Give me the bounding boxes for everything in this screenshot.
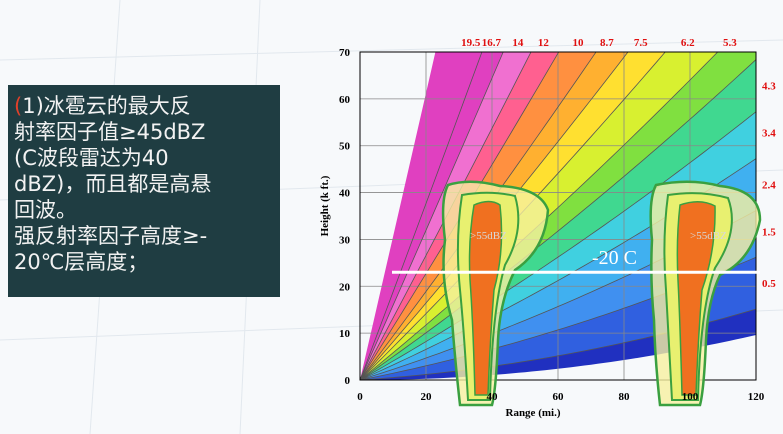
isotherm-label: -20 C bbox=[592, 247, 637, 269]
text-box: (1)冰雹云的最大反 射率因子值≥45dBZ (C波段雷达为40 dBZ)，而且都是高… bbox=[8, 85, 280, 297]
angle-label: 8.7 bbox=[600, 37, 614, 49]
text-line: (1)冰雹云的最大反 bbox=[14, 94, 191, 118]
beam-line bbox=[360, 111, 756, 380]
beam-line bbox=[360, 52, 597, 380]
beam-line bbox=[360, 52, 719, 380]
x-tick-label: 60 bbox=[553, 391, 565, 403]
storm-right bbox=[649, 180, 762, 407]
text-line: 20℃层高度； bbox=[14, 250, 149, 274]
echo-label: >55dBZ bbox=[690, 230, 727, 242]
angle-label: 16.7 bbox=[482, 37, 502, 49]
beam-band bbox=[360, 52, 504, 380]
y-axis-label: Height (k ft.) bbox=[319, 175, 331, 236]
x-tick-label: 20 bbox=[421, 391, 433, 403]
echo-label: >55dBZ bbox=[470, 230, 507, 242]
storm-left bbox=[441, 180, 550, 407]
beam-line bbox=[360, 52, 666, 380]
beam-line bbox=[360, 52, 532, 380]
angle-label: 4.3 bbox=[762, 81, 776, 93]
text-line: 射率因子值≥45dBZ bbox=[14, 120, 206, 144]
beam-line bbox=[360, 59, 756, 380]
y-tick-label: 10 bbox=[339, 328, 351, 340]
x-tick-label: 100 bbox=[682, 391, 699, 403]
angle-label: 12 bbox=[538, 37, 550, 49]
angle-label: 0.5 bbox=[762, 278, 776, 290]
x-tick-label: 120 bbox=[748, 391, 765, 403]
angle-label: 10 bbox=[573, 37, 585, 49]
x-axis-label: Range (mi.) bbox=[506, 407, 561, 419]
angle-label: 2.4 bbox=[762, 180, 776, 192]
beam-line bbox=[360, 52, 629, 380]
angle-label: 6.2 bbox=[681, 37, 695, 49]
beam-line bbox=[360, 52, 483, 380]
angle-label: 7.5 bbox=[634, 37, 648, 49]
angle-label: 5.3 bbox=[723, 37, 737, 49]
angle-label: 3.4 bbox=[762, 128, 776, 140]
x-tick-label: 40 bbox=[487, 391, 499, 403]
y-tick-label: 0 bbox=[345, 375, 351, 387]
y-tick-label: 60 bbox=[339, 94, 351, 106]
text-line: dBZ)，而且都是高悬 bbox=[14, 172, 212, 196]
y-tick-label: 30 bbox=[339, 234, 351, 246]
angle-label: 1.5 bbox=[762, 226, 776, 238]
y-tick-label: 40 bbox=[339, 188, 351, 200]
x-tick-label: 0 bbox=[357, 391, 363, 403]
text-line: 回波。 bbox=[14, 198, 77, 222]
angle-label: 19.5 bbox=[461, 37, 481, 49]
angle-label: 14 bbox=[512, 37, 524, 49]
x-tick-label: 80 bbox=[619, 391, 631, 403]
beam-line bbox=[360, 52, 504, 380]
text-line: (C波段雷达为40 bbox=[14, 146, 169, 170]
y-tick-label: 20 bbox=[339, 281, 351, 293]
y-tick-label: 50 bbox=[339, 141, 351, 153]
y-tick-label: 70 bbox=[339, 47, 351, 59]
text-line: 强反射率因子高度≥- bbox=[14, 224, 208, 248]
